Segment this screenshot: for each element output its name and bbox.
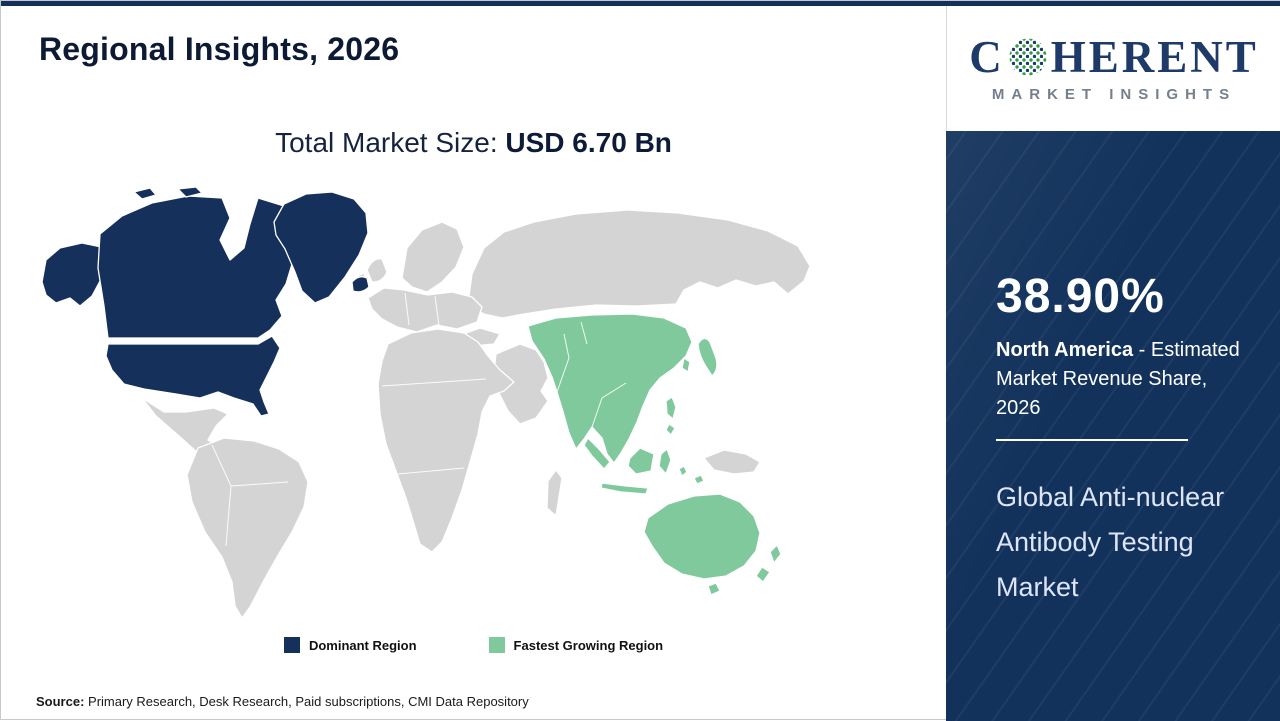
page-title: Regional Insights, 2026	[39, 31, 400, 67]
brand-logo: C HERENT MARKET INSIGHTS	[946, 6, 1280, 131]
border-line	[580, 321, 588, 345]
landmass-sulawesi	[658, 448, 672, 475]
landmass-philippines-1	[665, 396, 677, 420]
landmass-africa	[377, 328, 515, 553]
landmass-canada	[97, 195, 293, 339]
landmass-australia	[643, 493, 761, 580]
market-share-description: North America - Estimated Market Revenue…	[996, 336, 1251, 423]
landmass-arctic-island-1	[133, 187, 157, 200]
landmass-new-guinea	[703, 449, 761, 475]
landmass-uk	[366, 258, 388, 283]
legend-item-fastest-growing: Fastest Growing Region	[488, 637, 664, 653]
source-label: Source:	[36, 694, 85, 709]
landmass-greenland	[273, 191, 369, 304]
source-text: Primary Research, Desk Research, Paid su…	[88, 694, 529, 709]
market-share-region: North America	[996, 339, 1134, 361]
landmass-korea	[681, 357, 691, 373]
legend: Dominant Region Fastest Growing Region	[1, 637, 946, 653]
logo-subtitle: MARKET INSIGHTS	[991, 85, 1237, 103]
border-line	[591, 382, 627, 428]
border-line	[556, 333, 570, 393]
landmass-south-america	[186, 437, 309, 619]
source-line: Source: Primary Research, Desk Research,…	[36, 694, 529, 709]
market-share-value: 38.90%	[996, 270, 1165, 323]
landmass-japan	[697, 337, 718, 377]
dotted-globe-icon	[1009, 38, 1047, 76]
landmass-sumatra	[583, 437, 611, 470]
landmass-arctic-island-2	[177, 186, 203, 198]
region-rest-of-world	[141, 209, 811, 619]
landmass-maluku	[678, 465, 688, 477]
total-market-size-label: Total Market Size:	[275, 127, 498, 158]
dominant-region-swatch	[283, 637, 300, 653]
landmass-new-zealand-south	[755, 566, 771, 583]
legend-item-dominant: Dominant Region	[283, 637, 417, 653]
border-line	[397, 467, 465, 475]
total-market-size-value: USD 6.70 Bn	[505, 127, 672, 158]
fastest-growing-region-swatch	[488, 637, 505, 653]
total-market-size: Total Market Size: USD 6.70 Bn	[1, 127, 946, 159]
market-share-desc-text: - Estimated Market Revenue Share, 2026	[996, 339, 1240, 419]
stats-panel-content: 38.90% North America - Estimated Market …	[946, 131, 1280, 609]
landmass-tasmania	[707, 582, 721, 596]
landmass-usa	[105, 335, 281, 417]
dominant-region-label: Dominant Region	[308, 637, 417, 653]
landmass-madagascar	[546, 469, 563, 517]
border-line	[434, 295, 440, 327]
landmass-new-zealand-north	[769, 544, 782, 564]
fastest-growing-region-label: Fastest Growing Region	[513, 637, 664, 653]
landmass-iceland	[351, 276, 370, 293]
landmass-europe	[367, 287, 483, 333]
landmass-philippines-2	[665, 423, 676, 436]
landmass-scandinavia	[401, 221, 465, 293]
logo-letters-rest: HERENT	[1050, 31, 1259, 82]
logo-letter-c: C	[969, 31, 1005, 82]
top-accent-bar	[1, 1, 1280, 6]
border-line	[404, 292, 410, 326]
world-map	[41, 186, 811, 619]
logo-wordmark: C HERENT	[969, 31, 1259, 82]
country-borders	[211, 292, 627, 547]
border-line	[381, 378, 487, 387]
region-asia-pacific	[527, 313, 782, 596]
divider-line	[996, 439, 1188, 441]
report-market-name: Global Anti-nuclear Antibody Testing Mar…	[996, 482, 1225, 602]
border-line	[230, 481, 289, 487]
region-north-america	[41, 186, 370, 417]
landmass-russia	[467, 209, 811, 319]
landmass-asia-mainland	[527, 313, 693, 464]
landmass-java	[600, 482, 649, 495]
landmass-timor	[693, 474, 705, 485]
landmass-borneo	[627, 447, 655, 475]
